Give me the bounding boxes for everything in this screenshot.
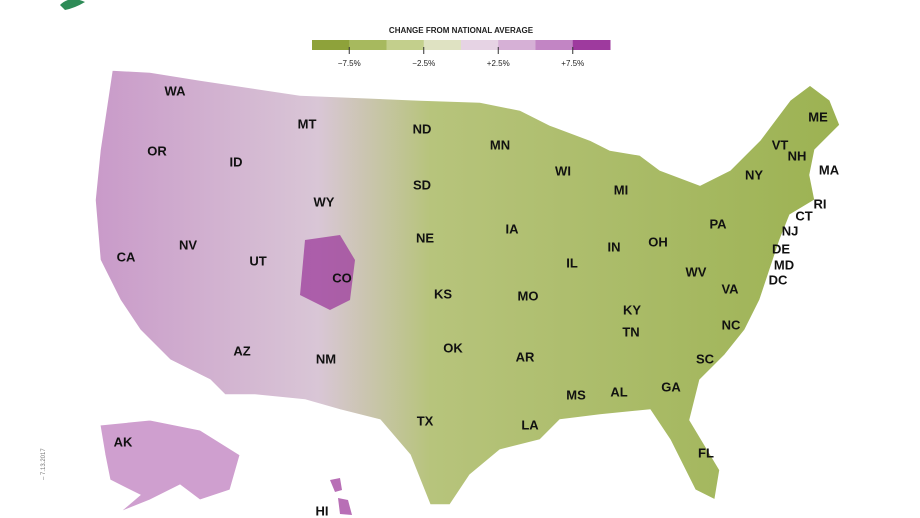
state-label: IA — [506, 221, 520, 236]
legend-swatch — [423, 40, 462, 50]
state-label: IN — [608, 239, 621, 254]
legend-swatch — [572, 40, 611, 50]
legend: CHANGE FROM NATIONAL AVERAGE −7.5% −2.5% +… — [312, 26, 611, 68]
legend-swatch — [349, 40, 387, 50]
legend-swatch — [386, 40, 425, 50]
state-label: WV — [686, 264, 707, 279]
legend-tick-label: +7.5% — [561, 59, 584, 68]
state-label: ME — [808, 109, 828, 124]
state-label: PA — [709, 216, 727, 231]
state-label: SC — [696, 351, 715, 366]
state-label: NY — [745, 167, 763, 182]
state-label: OH — [648, 234, 668, 249]
state-label: AZ — [233, 343, 250, 358]
state-label: DC — [769, 272, 788, 287]
legend-swatch — [535, 40, 574, 50]
state-label: VT — [772, 137, 789, 152]
state-label: WI — [555, 163, 571, 178]
state-label: IL — [566, 255, 578, 270]
alaska — [99, 419, 241, 513]
state-label: MS — [566, 387, 586, 402]
datestamp: – 7.13.2017 — [41, 448, 47, 480]
legend-tick-label: −2.5% — [412, 59, 435, 68]
state-label: SD — [413, 177, 431, 192]
state-label: AL — [610, 384, 627, 399]
state-label: FL — [698, 445, 714, 460]
state-label: NC — [722, 317, 741, 332]
legend-swatch — [498, 40, 536, 50]
state-label: MD — [774, 257, 794, 272]
colorado-highlight — [300, 235, 355, 310]
state-label: CT — [795, 208, 812, 223]
legend-swatch — [312, 40, 350, 50]
state-label: GA — [661, 379, 681, 394]
state-label: MI — [614, 182, 628, 197]
legend-title: CHANGE FROM NATIONAL AVERAGE — [389, 26, 534, 35]
state-label: KS — [434, 286, 452, 301]
lower-48 — [94, 69, 841, 506]
state-label: OK — [443, 340, 463, 355]
state-label: ND — [413, 121, 432, 136]
state-label: MA — [819, 162, 840, 177]
state-label: AR — [516, 349, 535, 364]
state-label: NJ — [782, 223, 799, 238]
state-label: NE — [416, 230, 434, 245]
state-label: TX — [417, 413, 434, 428]
state-label: MT — [298, 116, 317, 131]
state-label: WA — [165, 83, 187, 98]
state-label: CO — [332, 270, 352, 285]
legend-tick-label: +2.5% — [487, 59, 510, 68]
legend-tick-label: −7.5% — [338, 59, 361, 68]
state-label: RI — [814, 196, 827, 211]
logo — [60, 0, 85, 10]
state-label: OR — [147, 143, 167, 158]
state-label: LA — [521, 417, 539, 432]
state-label: DE — [772, 241, 790, 256]
state-label: AK — [114, 434, 133, 449]
hawaii — [330, 478, 352, 515]
state-label: MO — [518, 288, 539, 303]
state-label: TN — [622, 324, 639, 339]
state-label: NH — [788, 148, 807, 163]
state-label: WY — [314, 194, 335, 209]
state-label: CA — [117, 249, 136, 264]
state-label: NV — [179, 237, 197, 252]
state-label: KY — [623, 302, 641, 317]
state-label: HI — [316, 503, 329, 518]
state-label: NM — [316, 351, 336, 366]
legend-swatch — [461, 40, 499, 50]
state-label: ID — [230, 154, 243, 169]
state-label: MN — [490, 137, 510, 152]
state-label: VA — [721, 281, 739, 296]
state-label: UT — [249, 253, 266, 268]
